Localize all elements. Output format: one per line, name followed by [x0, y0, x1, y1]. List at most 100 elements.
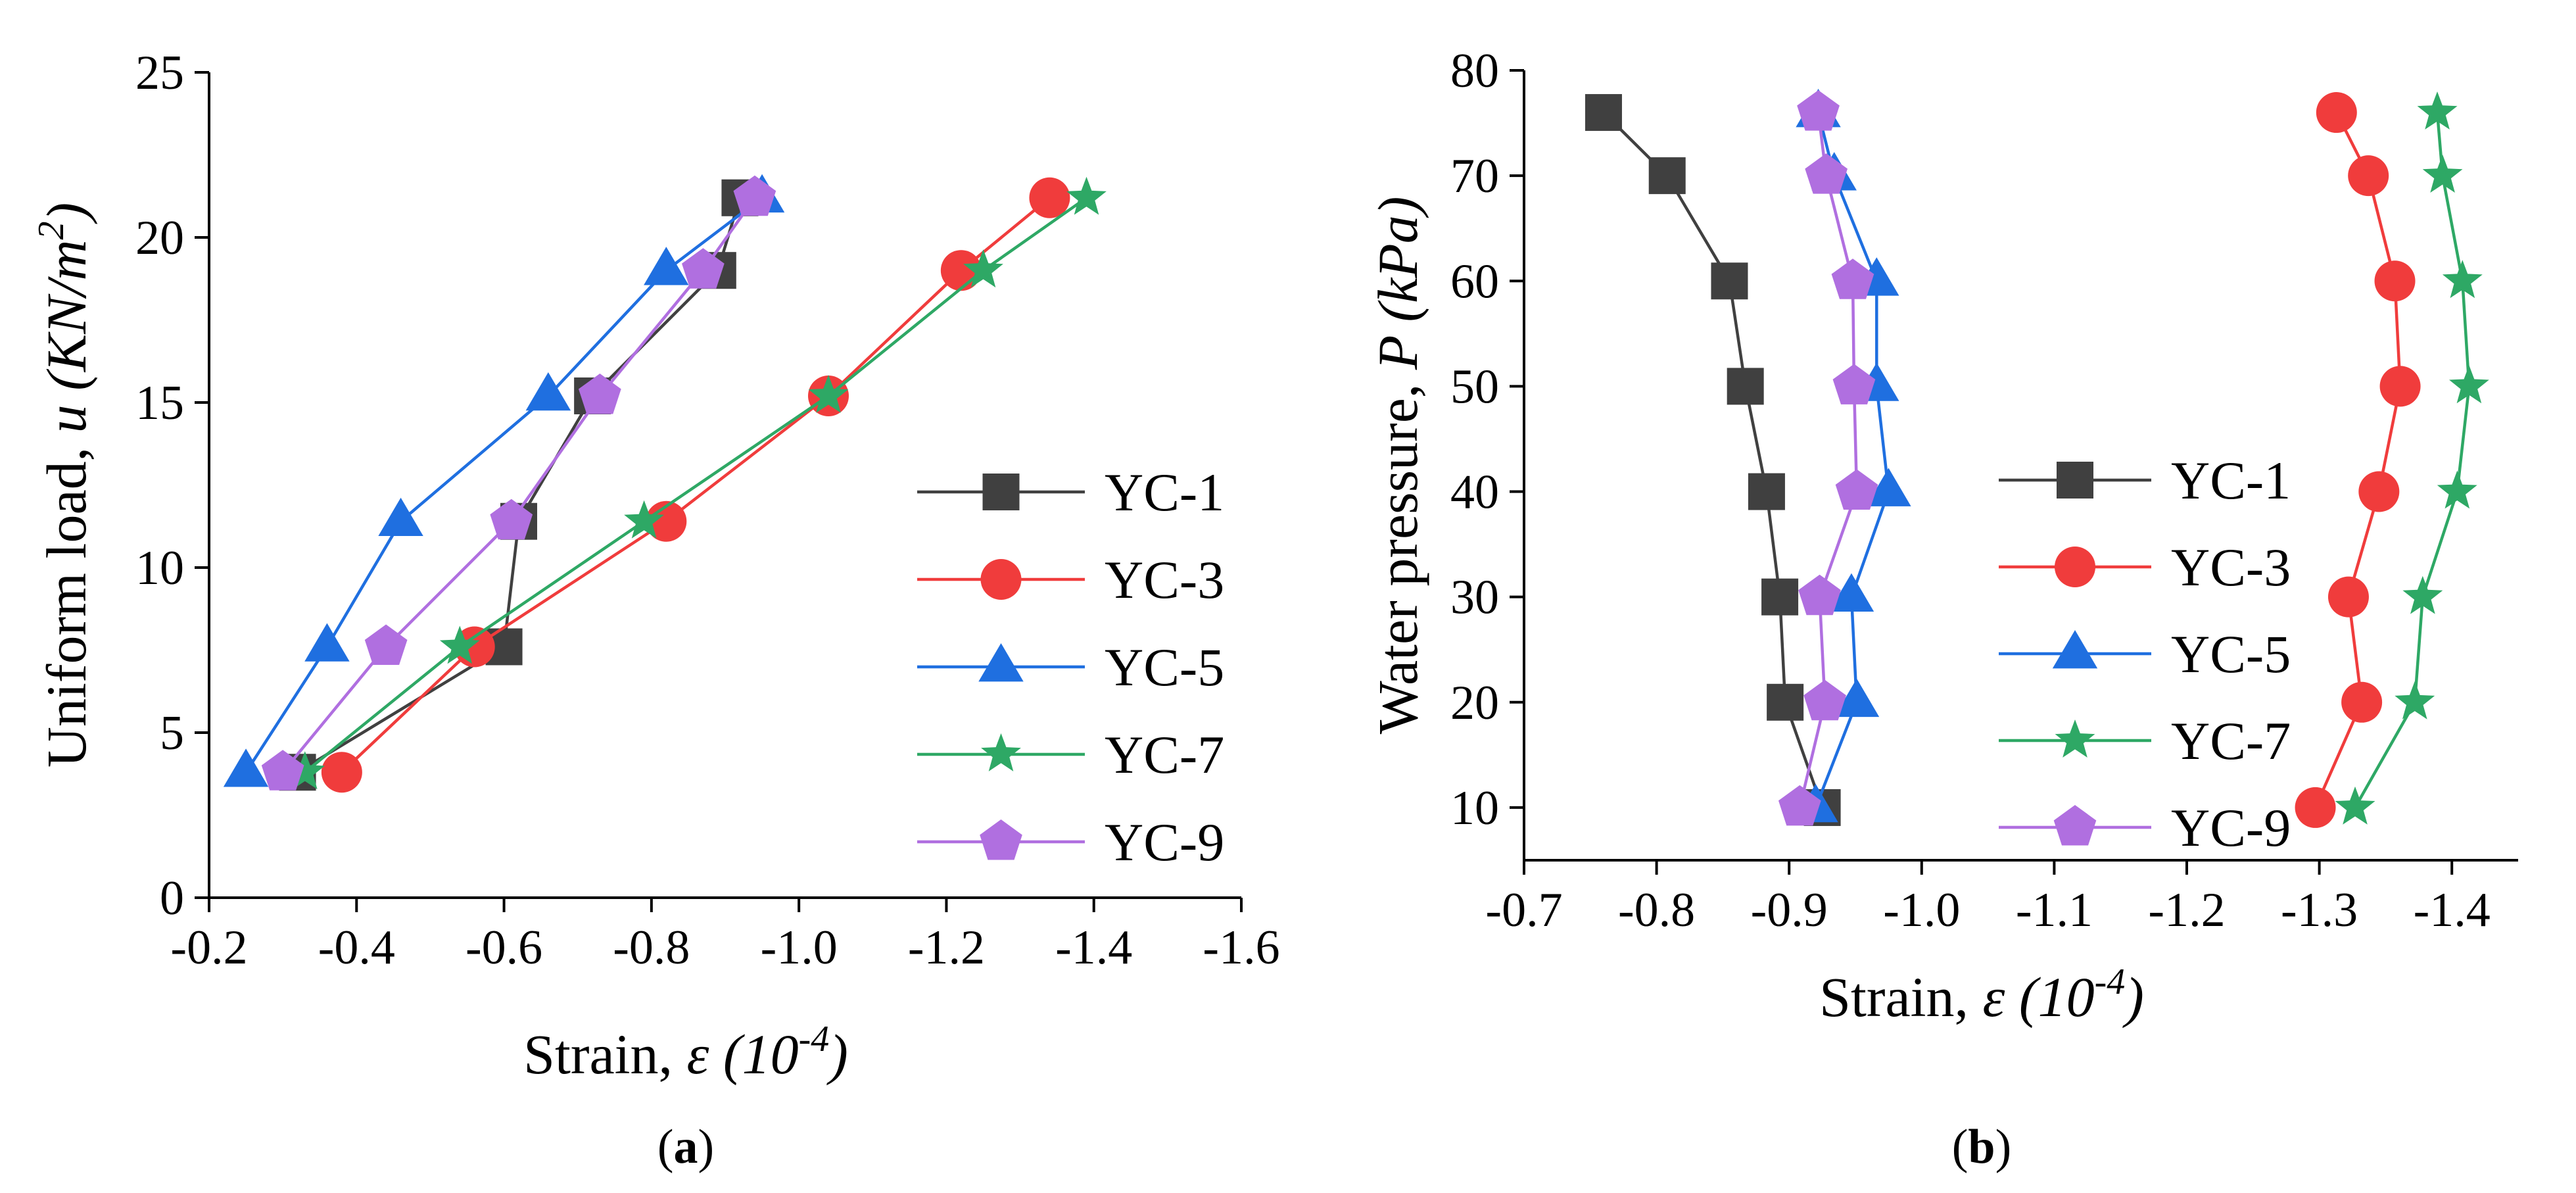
legend-marker-yc-1 — [2057, 462, 2093, 499]
data-point-yc-7 — [2402, 575, 2443, 614]
legend-label-yc-7: YC-7 — [2171, 711, 2291, 771]
legend-marker-yc-5 — [978, 643, 1024, 682]
series-line-yc-5 — [245, 197, 763, 773]
panel-label: (a) — [657, 1120, 714, 1174]
data-point-yc-9 — [1797, 90, 1840, 131]
data-point-yc-7 — [2417, 91, 2458, 130]
legend-entry-yc-1: YC-1 — [917, 462, 1224, 522]
data-point-yc-5 — [644, 247, 689, 285]
data-point-yc-1 — [1748, 473, 1785, 510]
data-point-yc-3 — [2316, 92, 2357, 134]
legend-entry-yc-5: YC-5 — [917, 637, 1224, 697]
legend-marker-yc-3 — [980, 559, 1022, 600]
data-point-yc-5 — [223, 748, 269, 787]
data-point-yc-3 — [2358, 471, 2400, 512]
data-point-yc-7 — [963, 249, 1003, 288]
axis-title-prefix: Strain, — [1819, 965, 1982, 1029]
data-point-yc-3 — [646, 500, 687, 542]
x-tick-label: -1.0 — [761, 921, 838, 975]
series-yc-7 — [2335, 91, 2489, 825]
legend-entry-yc-5: YC-5 — [1999, 624, 2291, 684]
data-point-yc-1 — [1727, 368, 1764, 405]
legend-marker-yc-7 — [981, 733, 1021, 771]
data-point-yc-3 — [2374, 260, 2416, 302]
data-point-yc-1 — [1648, 157, 1686, 195]
axis-title-italic: u (KN/m — [35, 240, 98, 433]
data-point-yc-9 — [1832, 364, 1876, 404]
data-point-yc-3 — [2348, 155, 2389, 197]
x-tick-label: -1.2 — [2148, 883, 2225, 937]
data-point-yc-9 — [682, 248, 725, 289]
series-yc-9 — [261, 175, 776, 791]
axis-title-suffix: ) — [2122, 965, 2144, 1029]
legend-entry-yc-7: YC-7 — [1999, 711, 2291, 771]
y-tick-label: 15 — [135, 376, 184, 430]
x-tick-label: -0.2 — [170, 921, 247, 975]
data-point-yc-3 — [321, 752, 362, 793]
data-point-yc-5 — [1866, 468, 1911, 506]
x-tick-label: -1.1 — [2016, 883, 2093, 937]
data-point-yc-7 — [2335, 786, 2375, 825]
axis-title-prefix: Water pressure, — [1366, 370, 1429, 734]
data-point-yc-9 — [579, 374, 621, 414]
data-point-yc-7 — [2437, 470, 2477, 509]
panel-label-letter: a — [674, 1120, 698, 1174]
x-tick-label: -0.4 — [318, 921, 395, 975]
x-tick-label: -0.6 — [465, 921, 542, 975]
series-line-yc-7 — [2354, 112, 2471, 809]
x-tick-label: -1.4 — [2414, 883, 2491, 937]
y-tick-label: 10 — [1450, 781, 1499, 835]
legend-label-yc-9: YC-9 — [2171, 798, 2291, 858]
axis-title-prefix: Uniform load, — [35, 433, 98, 767]
data-point-yc-7 — [808, 375, 849, 413]
data-point-yc-9 — [364, 624, 408, 665]
axis-title-suffix: ) — [826, 1023, 848, 1086]
data-point-yc-3 — [2327, 576, 2369, 618]
legend-marker-yc-7 — [2055, 719, 2095, 758]
legend-entry-yc-3: YC-3 — [1999, 537, 2291, 597]
legend-marker-yc-9 — [980, 819, 1022, 860]
data-point-yc-9 — [1778, 785, 1821, 826]
x-tick-label: -1.6 — [1203, 921, 1279, 975]
legend-marker-yc-5 — [2052, 630, 2098, 669]
legend-label-yc-1: YC-1 — [2171, 450, 2291, 510]
axis-title-suffix: ) — [35, 203, 98, 225]
y-tick-label: 40 — [1450, 466, 1499, 520]
data-point-yc-7 — [2449, 365, 2489, 404]
legend-marker-yc-3 — [2055, 547, 2095, 587]
data-point-yc-3 — [1029, 177, 1070, 218]
data-point-yc-3 — [2379, 366, 2421, 407]
series-yc-1 — [1585, 94, 1841, 826]
legend-label-yc-3: YC-3 — [1105, 550, 1224, 610]
y-tick-label: 10 — [135, 541, 184, 595]
data-point-yc-1 — [1761, 578, 1799, 616]
y-tick-label: 80 — [1450, 44, 1499, 98]
data-point-yc-1 — [1767, 683, 1804, 721]
data-point-yc-1 — [1585, 94, 1622, 132]
legend-entry-yc-1: YC-1 — [1999, 450, 2291, 510]
data-point-yc-1 — [1711, 262, 1748, 300]
axis-title-italic: ε (10 — [1983, 965, 2095, 1029]
y-tick-label: 70 — [1450, 149, 1499, 203]
data-point-yc-7 — [2422, 155, 2463, 193]
data-point-yc-5 — [1828, 573, 1874, 612]
x-tick-label: -1.2 — [908, 921, 985, 975]
data-point-yc-3 — [2295, 787, 2336, 828]
x-tick-label: -0.8 — [1618, 883, 1695, 937]
panel-label-close: ) — [1995, 1120, 2012, 1174]
y-tick-label: 25 — [135, 46, 184, 100]
legend-label-yc-1: YC-1 — [1105, 462, 1224, 522]
legend-marker-yc-1 — [982, 474, 1020, 510]
data-point-yc-7 — [285, 751, 325, 790]
x-axis-title: Strain, ε (10-4) — [523, 1019, 848, 1086]
legend-label-yc-5: YC-5 — [1105, 637, 1224, 697]
legend-marker-yc-9 — [2053, 805, 2097, 846]
data-point-yc-9 — [1798, 574, 1841, 616]
panel-label-close: ) — [698, 1120, 715, 1174]
data-point-yc-9 — [490, 499, 533, 540]
panel-label: (b) — [1952, 1120, 2011, 1174]
panel-label-open: ( — [657, 1120, 674, 1174]
series-yc-9 — [1778, 90, 1878, 826]
y-axis-title: Uniform load, u (KN/m2) — [31, 203, 98, 767]
series-line-yc-7 — [304, 196, 1087, 773]
